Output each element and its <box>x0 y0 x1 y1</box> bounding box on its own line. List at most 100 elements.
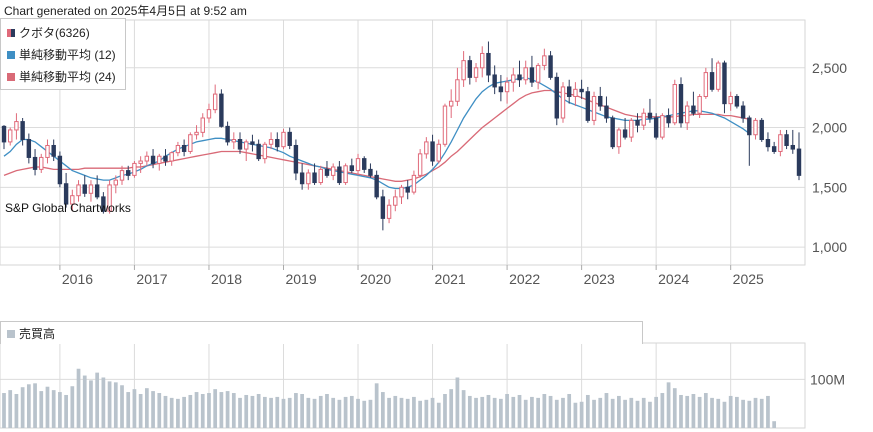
volume-bar <box>461 390 466 428</box>
volume-bar <box>20 387 25 428</box>
volume-bar <box>759 398 764 428</box>
volume-bar <box>182 396 186 428</box>
volume-bar <box>126 392 131 428</box>
volume-bar <box>343 396 348 428</box>
candlestick <box>88 180 94 202</box>
volume-bar <box>287 397 292 428</box>
legend-label-ma24: 単純移動平均 (24) <box>19 70 116 84</box>
legend-label-volume: 売買高 <box>19 327 56 341</box>
candlestick <box>703 67 709 99</box>
volume-bar <box>430 397 435 428</box>
chart-generated-note: Chart generated on 2025年4月5日 at 9:52 am <box>4 4 247 18</box>
legend-item-ma12[interactable]: 単純移動平均 (12) <box>7 46 116 63</box>
volume-bar <box>455 377 460 428</box>
volume-bar <box>418 400 422 428</box>
volume-bar <box>294 393 298 428</box>
volume-bar <box>561 397 565 428</box>
volume-bar <box>176 398 180 428</box>
candlestick <box>94 175 100 200</box>
volume-bar <box>480 396 485 428</box>
volume-bar <box>517 394 522 428</box>
volume-bar <box>39 391 44 428</box>
candlestick <box>45 139 50 164</box>
volume-bar <box>2 393 6 428</box>
candlestick <box>747 115 752 166</box>
volume-bar <box>107 381 112 428</box>
price-plot-frame <box>0 19 806 266</box>
volume-bar <box>300 394 304 428</box>
volume-bar <box>511 396 516 428</box>
volume-bar <box>728 395 733 428</box>
legend-item-kubota[interactable]: クボタ(6326) <box>7 24 90 41</box>
volume-bar <box>132 389 137 428</box>
volume-bar <box>492 397 497 428</box>
candlestick-icon <box>7 28 15 37</box>
candlestick <box>467 55 473 85</box>
volume-bar <box>753 397 758 428</box>
volume-bar <box>666 382 671 428</box>
y-tick-label: 2,000 <box>812 120 847 136</box>
ma12-swatch-icon <box>7 50 15 59</box>
candlestick <box>424 137 429 159</box>
candlestick <box>635 113 640 133</box>
candlestick <box>641 108 646 130</box>
volume-bar <box>635 400 640 428</box>
candlestick <box>486 41 491 83</box>
candlestick <box>759 118 764 142</box>
volume-bar <box>331 397 336 428</box>
candlestick <box>330 163 336 181</box>
candlestick <box>256 139 261 162</box>
volume-bar <box>530 396 534 428</box>
x-tick-label: 2016 <box>62 271 93 287</box>
candlestick <box>678 77 684 128</box>
volume-bar <box>89 380 93 428</box>
candlestick <box>709 58 715 92</box>
volume-bar <box>151 391 155 428</box>
candlestick <box>175 141 181 157</box>
candlestick <box>299 163 305 190</box>
volume-bar <box>747 400 752 428</box>
volume-bar <box>542 394 547 428</box>
candlestick <box>430 134 435 166</box>
candlestick <box>126 165 131 181</box>
candlestick <box>417 149 423 178</box>
volume-bar <box>238 397 242 428</box>
y-tick-label: 1,000 <box>812 239 847 255</box>
ma24-swatch-icon <box>7 72 15 81</box>
volume-bar <box>250 395 255 428</box>
candlestick <box>212 84 218 114</box>
candlestick <box>796 132 802 181</box>
candlestick <box>535 63 541 90</box>
volume-bar <box>120 385 124 428</box>
volume-bar <box>610 398 615 428</box>
candlestick <box>591 91 597 126</box>
volume-bar <box>573 402 578 428</box>
candlestick <box>318 165 323 185</box>
candlestick <box>250 134 255 152</box>
candlestick <box>573 82 578 107</box>
volume-bar <box>629 397 634 428</box>
ma24-line-layer <box>3 89 750 182</box>
volume-bar <box>554 399 559 428</box>
candlestick <box>169 151 174 166</box>
volume-bar <box>685 395 690 428</box>
volume-bar <box>697 396 702 428</box>
candlestick <box>275 132 280 152</box>
volume-bar <box>356 398 360 428</box>
candlestick <box>393 189 398 212</box>
volume-bar <box>368 399 373 428</box>
ma24-line <box>3 89 750 182</box>
volume-bar <box>76 368 81 428</box>
volume-bar <box>337 399 342 428</box>
volume-bar <box>281 398 286 428</box>
candlestick <box>660 113 665 140</box>
candlestick <box>312 163 317 185</box>
x-tick-label: 2025 <box>733 271 764 287</box>
candlestick <box>362 156 367 173</box>
legend-label-kubota: クボタ(6326) <box>19 26 90 40</box>
legend-item-volume[interactable]: 売買高 <box>7 325 55 342</box>
candlestick <box>691 91 696 116</box>
legend-item-ma24[interactable]: 単純移動平均 (24) <box>7 68 116 85</box>
volume-bar <box>579 401 584 428</box>
candlestick <box>368 163 373 178</box>
